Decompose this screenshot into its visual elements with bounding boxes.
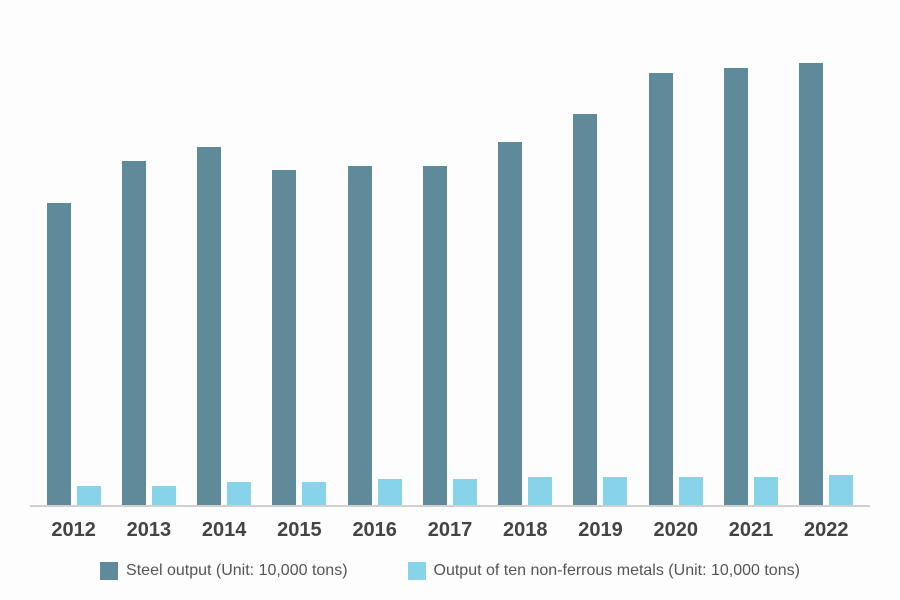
bar-steel <box>272 170 296 505</box>
x-axis-label: 2012 <box>47 519 101 542</box>
bar-group <box>724 40 778 505</box>
bar-nonferrous <box>302 482 326 505</box>
x-axis-label: 2017 <box>423 519 477 542</box>
bar-group <box>348 40 402 505</box>
legend-label-steel: Steel output (Unit: 10,000 tons) <box>126 562 347 580</box>
x-axis-label: 2014 <box>197 519 251 542</box>
bar-group <box>423 40 477 505</box>
legend-item-nonferrous: Output of ten non-ferrous metals (Unit: … <box>408 562 800 580</box>
bars-container <box>30 40 870 505</box>
bar-steel <box>197 147 221 505</box>
bar-steel <box>799 63 823 505</box>
bar-steel <box>573 114 597 505</box>
x-axis-label: 2020 <box>649 519 703 542</box>
chart-plot-area <box>30 40 870 507</box>
bar-nonferrous <box>528 477 552 505</box>
bar-group <box>197 40 251 505</box>
x-axis-label: 2019 <box>573 519 627 542</box>
bar-nonferrous <box>77 486 101 505</box>
bar-steel <box>498 142 522 505</box>
bar-group <box>122 40 176 505</box>
legend-item-steel: Steel output (Unit: 10,000 tons) <box>100 562 347 580</box>
bar-nonferrous <box>679 477 703 505</box>
x-axis-label: 2018 <box>498 519 552 542</box>
bar-steel <box>649 73 673 505</box>
bar-nonferrous <box>829 475 853 505</box>
x-axis-label: 2021 <box>724 519 778 542</box>
bar-steel <box>122 161 146 505</box>
legend-label-nonferrous: Output of ten non-ferrous metals (Unit: … <box>434 562 800 580</box>
bar-group <box>272 40 326 505</box>
bar-group <box>649 40 703 505</box>
bar-nonferrous <box>754 477 778 505</box>
x-axis-label: 2016 <box>348 519 402 542</box>
bar-group <box>573 40 627 505</box>
bar-steel <box>348 166 372 505</box>
bar-nonferrous <box>227 482 251 505</box>
bar-group <box>498 40 552 505</box>
legend-swatch-steel <box>100 562 118 580</box>
x-axis-label: 2022 <box>799 519 853 542</box>
bar-group <box>799 40 853 505</box>
legend-swatch-nonferrous <box>408 562 426 580</box>
bar-nonferrous <box>603 477 627 505</box>
legend: Steel output (Unit: 10,000 tons) Output … <box>30 542 870 580</box>
bar-steel <box>724 68 748 505</box>
x-axis-labels: 2012 2013 2014 2015 2016 2017 2018 2019 2020 2021… <box>30 507 870 542</box>
bar-steel <box>47 203 71 505</box>
bar-steel <box>423 166 447 505</box>
bar-nonferrous <box>378 479 402 505</box>
bar-nonferrous <box>453 479 477 505</box>
bar-nonferrous <box>152 486 176 505</box>
bar-group <box>47 40 101 505</box>
x-axis-label: 2013 <box>122 519 176 542</box>
x-axis-label: 2015 <box>272 519 326 542</box>
